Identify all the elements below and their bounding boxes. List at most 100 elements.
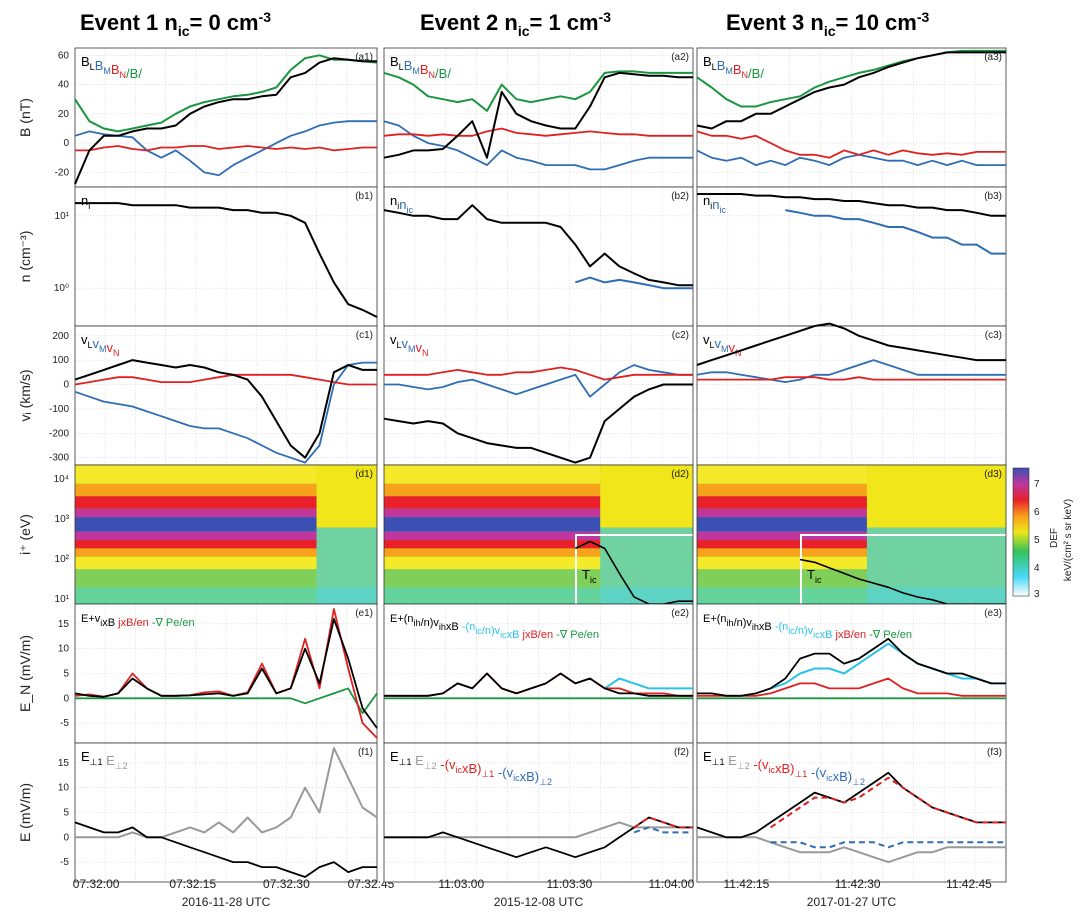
legend-entry: E xyxy=(703,749,712,764)
legend-entry-sub: ⊥2 xyxy=(852,777,865,787)
series-vN xyxy=(74,373,377,386)
y-tick-label: 0 xyxy=(63,138,69,149)
y-axis-label-a: B (nT) xyxy=(17,98,33,137)
series-E-perp2 xyxy=(384,821,693,839)
spectrogram-band xyxy=(75,540,317,549)
legend-entry-sub: N xyxy=(120,70,127,80)
series-E-perp1 xyxy=(74,821,377,878)
y-tick-label: 10¹ xyxy=(55,594,70,605)
legend-entry: jxB/en xyxy=(835,629,867,641)
legend-f2: E⊥1 E⊥2 -(vicxB)⊥1 -(vicxB)⊥2 xyxy=(390,749,552,787)
spectrogram-band xyxy=(697,496,867,509)
legend-b1: ni xyxy=(81,193,90,211)
y-tick-label: -20 xyxy=(55,167,70,178)
legend-entry-sub: ic xyxy=(788,626,795,636)
panel-tag: (f2) xyxy=(674,747,689,758)
x-tick-label: 11:04:00 xyxy=(648,877,694,891)
y-tick-label: 10 xyxy=(58,783,70,794)
panel-tag: (c2) xyxy=(672,330,689,341)
series-vM xyxy=(384,364,693,398)
panel-b3: (b3) ninic xyxy=(696,186,1007,327)
spectrogram-band xyxy=(697,556,867,570)
series-B-total xyxy=(74,54,378,133)
panel-c3: (c3)vLvMvN xyxy=(696,325,1007,466)
panel-b1: 10¹ 10⁰ (b1) ni n (cm⁻³) xyxy=(17,186,378,327)
legend-c3: vLvMvN xyxy=(703,332,742,358)
legend-entry: B xyxy=(703,54,712,69)
legend-entry: -∇ Pe/en xyxy=(553,629,599,641)
legend-entry-sub: N xyxy=(113,348,120,358)
panel-frame xyxy=(696,742,1007,883)
legend-entry: /B/ xyxy=(435,66,451,81)
legend-entry-sub: M xyxy=(99,344,107,354)
panel-tag: (b2) xyxy=(671,191,689,202)
spectrogram-band xyxy=(697,483,867,497)
series-ic-term xyxy=(604,677,693,690)
legend-entry: v xyxy=(81,332,88,347)
series-BL xyxy=(696,51,1006,130)
legend-entry-sub: M xyxy=(721,344,729,354)
colorbar-tick-7: 7 xyxy=(1034,479,1040,490)
legend-entry-sub: M xyxy=(103,66,111,76)
legend-entry: /B/ xyxy=(748,66,764,81)
series-nic xyxy=(785,209,1006,255)
legend-entry: E xyxy=(103,753,116,768)
y-axis-label-c: vᵢ (km/s) xyxy=(17,370,33,422)
series-ic-term xyxy=(770,642,1006,690)
legend-entry: E+v xyxy=(81,613,101,625)
panel-f3: (f3)E⊥1 E⊥2 -(vicxB)⊥1 -(vicxB)⊥2 xyxy=(696,742,1007,883)
legend-entry-sub: N xyxy=(429,70,436,80)
y-tick-label: -100 xyxy=(49,404,69,415)
legend-entry: xB) xyxy=(833,769,853,784)
legend-e2: E+(nih/n)vihxB -(nic/n)vicxB jxB/en -∇ P… xyxy=(390,613,599,641)
panel-a2: (a2)BLBMBN/B/ xyxy=(383,47,694,188)
spectrogram-band xyxy=(75,548,317,557)
spectrogram-late-lower xyxy=(866,527,1006,604)
legend-entry-sub: ic xyxy=(513,773,520,783)
series-E-perp2 xyxy=(697,836,1006,864)
legend-entry: xB) xyxy=(775,761,795,776)
legend-entry: E xyxy=(390,749,399,764)
series-jxB xyxy=(697,677,1006,697)
legend-entry: -(v xyxy=(437,757,456,772)
legend-entry-sub: N xyxy=(742,70,749,80)
legend-entry: xB xyxy=(102,617,118,629)
x-tick-label: 11:42:45 xyxy=(946,877,992,891)
legend-entry-sub: ⊥1 xyxy=(712,757,725,767)
legend-entry-sub: ic xyxy=(406,205,413,215)
legend-entry: v xyxy=(729,340,736,355)
y-tick-label: 0 xyxy=(63,832,69,843)
legend-entry-sub: L xyxy=(710,340,715,350)
legend-entry: -(v xyxy=(807,765,826,780)
legend-b2: ninic xyxy=(390,193,413,215)
series-BN xyxy=(696,130,1006,159)
x-tick-label: 11:42:15 xyxy=(724,877,770,891)
spectrogram-band xyxy=(75,531,317,541)
legend-entry: /n)v xyxy=(795,625,814,637)
legend-entry-sub: N xyxy=(422,348,429,358)
legend-entry-sub: M xyxy=(408,344,416,354)
legend-entry: -(v xyxy=(494,765,513,780)
legend-c2: vLvMvN xyxy=(390,332,429,358)
legend-entry: /n)v xyxy=(734,617,753,629)
legend-entry-sub: ic xyxy=(500,630,507,640)
legend-entry: E xyxy=(725,753,738,768)
series-ni xyxy=(75,202,378,318)
colorbar-tick-3: 3 xyxy=(1034,589,1040,600)
spectrogram-band xyxy=(697,540,867,549)
x-date-label: 2017-01-27 UTC xyxy=(807,895,897,909)
panel-tag: (a2) xyxy=(671,52,689,63)
series-B-total xyxy=(383,70,693,112)
series-E-perp2 xyxy=(75,747,378,839)
legend-entry-sub: L xyxy=(712,62,717,72)
spectrogram-band xyxy=(697,548,867,557)
event-1-title: Event 1 nic= 0 cm-3 xyxy=(80,9,271,39)
y-tick-label: 15 xyxy=(58,758,70,769)
spectrogram-band xyxy=(697,517,867,532)
legend-entry: E+(n xyxy=(703,613,727,625)
spectrogram-band xyxy=(697,465,867,484)
legend-entry-sub: ih xyxy=(439,622,446,632)
y-tick-label: -5 xyxy=(60,718,69,729)
legend-entry-sub: ih xyxy=(752,622,759,632)
y-axis-label-b: n (cm⁻³) xyxy=(17,231,33,283)
